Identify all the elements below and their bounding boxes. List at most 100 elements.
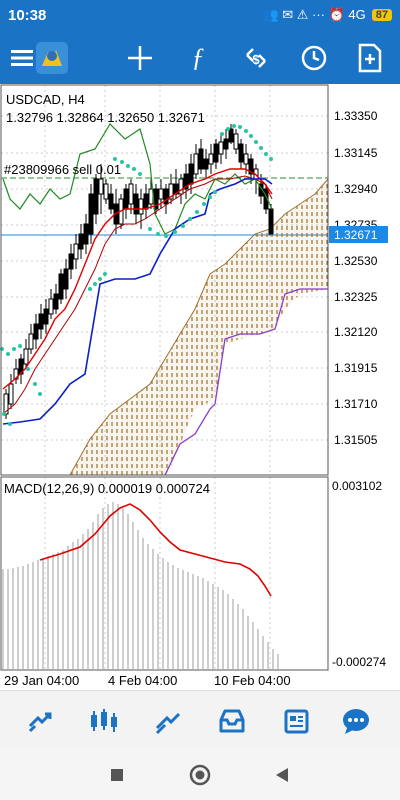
psar-dot (188, 217, 192, 221)
messages-icon[interactable] (334, 699, 378, 743)
candlesticks (3, 124, 274, 419)
candle-body (168, 183, 174, 200)
psar-dot (249, 134, 253, 138)
status-icons: 👥 ✉ ⚠ ··· ⏰ 4G 87 (262, 7, 392, 23)
price-tick: 1.31505 (334, 433, 378, 447)
candle-body (238, 143, 244, 163)
candle-body (53, 293, 59, 310)
psar-dot (244, 129, 248, 133)
status-icons-text: 👥 ✉ ⚠ ··· ⏰ 4G (262, 7, 366, 22)
price-axis: 1.33350 1.33145 1.32940 1.32735 1.32530 … (334, 109, 378, 447)
ichimoku-cloud (69, 178, 329, 476)
back-triangle-icon[interactable] (267, 760, 297, 790)
price-tick: 1.31915 (334, 361, 378, 375)
psar-dot (88, 287, 92, 291)
ma-line (2, 168, 273, 390)
quotes-icon[interactable] (18, 699, 62, 743)
current-price-label: 1.32671 (334, 228, 378, 242)
candle-body (28, 333, 34, 350)
psar-dot (93, 282, 97, 286)
square-icon[interactable] (102, 760, 132, 790)
candle-body (98, 178, 104, 195)
candle-body (83, 223, 89, 245)
history-icon[interactable] (210, 699, 254, 743)
time-tick: 10 Feb 04:00 (214, 673, 291, 688)
macd-panel (2, 502, 279, 669)
clock-icon[interactable] (292, 36, 336, 80)
news-icon[interactable] (274, 699, 318, 743)
top-toolbar: ƒ $ (0, 32, 400, 84)
candle-body (183, 173, 189, 190)
ichimoku-span-line (164, 288, 328, 476)
indicator-lines (2, 123, 273, 425)
candle-body (18, 358, 24, 375)
trade-nav-icon[interactable] (146, 699, 190, 743)
psar-dot (259, 146, 263, 150)
chart-icon[interactable] (82, 699, 126, 743)
psar-dot (2, 412, 6, 416)
candle-body (78, 233, 84, 250)
current-price-tag (329, 226, 388, 243)
candle-body (63, 268, 69, 290)
psar-dot (33, 382, 37, 386)
candle-body (138, 198, 144, 215)
ma-line-2 (2, 175, 273, 415)
crosshair-icon[interactable] (118, 36, 162, 80)
psar-dot (113, 157, 117, 161)
bottom-nav (0, 690, 400, 751)
psar-dot (98, 277, 102, 281)
price-tick: 1.32530 (334, 254, 378, 268)
price-tick: 1.33350 (334, 109, 378, 123)
home-circle-icon[interactable] (185, 760, 215, 790)
macd-tick: 0.003102 (332, 479, 382, 493)
menu-icon[interactable] (0, 36, 44, 80)
psar-dot (238, 125, 242, 129)
kijun-line (2, 178, 273, 425)
psar-dot (138, 172, 142, 176)
psar-dot (181, 224, 185, 228)
price-tick: 1.33145 (334, 146, 378, 160)
new-document-icon[interactable] (348, 36, 392, 80)
svg-text:$: $ (252, 52, 260, 67)
candle-body (158, 188, 164, 200)
candle-body (73, 243, 79, 260)
candle-body (208, 153, 214, 165)
chart-grid (1, 85, 328, 670)
trade-icon[interactable]: $ (234, 36, 278, 80)
psar-dot (208, 195, 212, 199)
candle-body (233, 133, 239, 150)
candle-body (33, 323, 39, 340)
candle-body (23, 348, 29, 365)
candle-body (13, 368, 19, 380)
candle-body (178, 178, 184, 195)
symbol-label: USDCAD, H4 (6, 92, 85, 107)
time-tick: 4 Feb 04:00 (108, 673, 177, 688)
time-tick: 29 Jan 04:00 (4, 673, 79, 688)
psar-dot (8, 422, 12, 426)
parabolic-sar (0, 124, 273, 426)
candle-body (193, 153, 199, 175)
psar-dot (213, 190, 217, 194)
status-bar: 10:38 👥 ✉ ⚠ ··· ⏰ 4G 87 (0, 0, 400, 32)
function-icon[interactable]: ƒ (191, 43, 205, 72)
macd-tick: -0.000274 (332, 655, 386, 669)
price-chart[interactable]: USDCAD, H4 1.32796 1.32864 1.32650 1.326… (0, 84, 400, 690)
candle-body (123, 188, 129, 210)
psar-dot (26, 367, 30, 371)
candle-body (268, 208, 274, 235)
psar-dot (232, 124, 236, 128)
psar-dot (173, 230, 177, 234)
macd-frame (0, 476, 329, 671)
candle-body (163, 188, 169, 205)
price-tick: 1.32940 (334, 182, 378, 196)
psar-dot (38, 392, 42, 396)
psar-dot (269, 157, 273, 161)
ohlc-label: 1.32796 1.32864 1.32650 1.32671 (6, 110, 205, 125)
candle-body (103, 183, 109, 200)
candle-body (48, 298, 54, 315)
psar-dot (226, 127, 230, 131)
psar-dot (6, 352, 10, 356)
chart-area[interactable]: USDCAD, H4 1.32796 1.32864 1.32650 1.326… (0, 84, 400, 690)
main-chart-frame (0, 84, 329, 476)
candle-body (203, 158, 209, 170)
